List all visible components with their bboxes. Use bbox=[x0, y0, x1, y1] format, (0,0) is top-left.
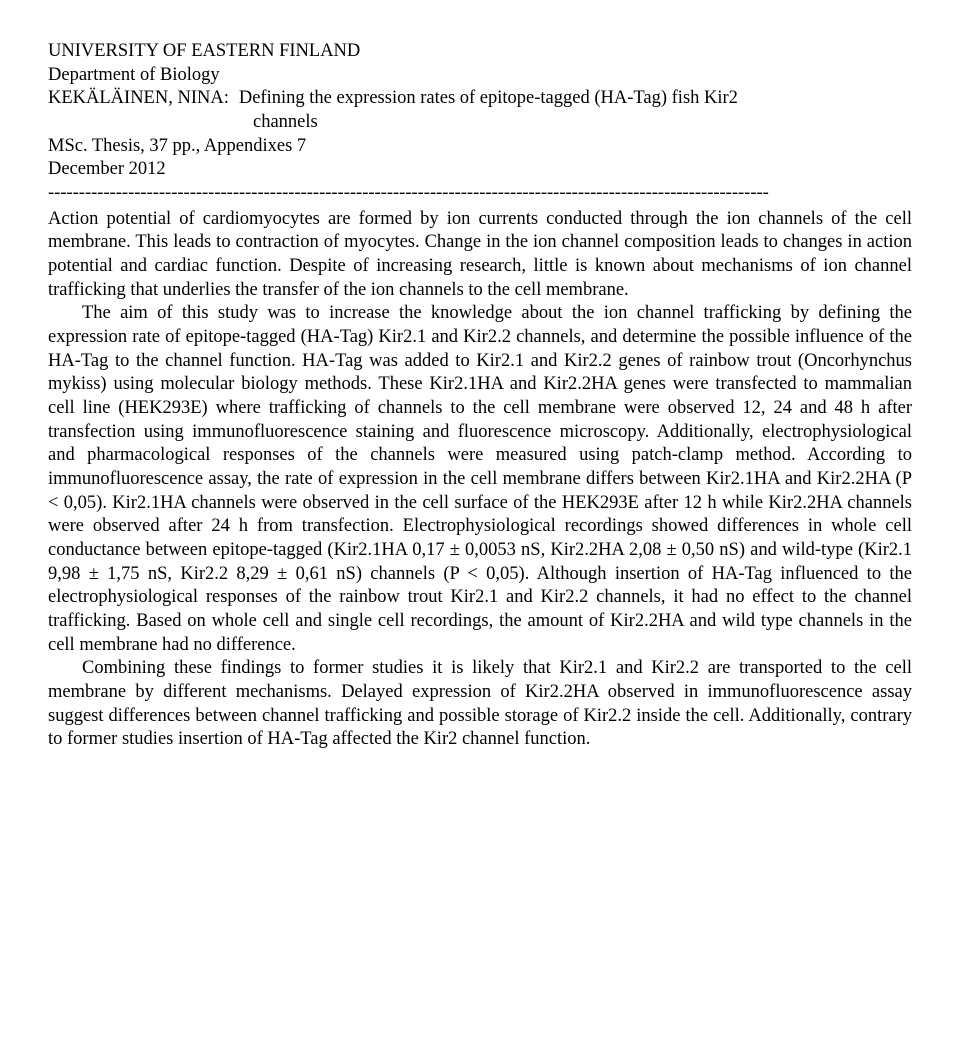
thesis-date: December 2012 bbox=[48, 158, 912, 182]
thesis-info: MSc. Thesis, 37 pp., Appendixes 7 bbox=[48, 135, 912, 159]
author-title-line: KEKÄLÄINEN, NINA: Defining the expressio… bbox=[48, 87, 912, 111]
department-name: Department of Biology bbox=[48, 64, 912, 88]
separator-dashes: ----------------------------------------… bbox=[48, 182, 912, 206]
thesis-title-part1: Defining the expression rates of epitope… bbox=[229, 87, 738, 111]
thesis-title-part2: channels bbox=[48, 111, 912, 135]
abstract-paragraph-1: Action potential of cardiomyocytes are f… bbox=[48, 208, 912, 303]
university-name: UNIVERSITY OF EASTERN FINLAND bbox=[48, 40, 912, 64]
abstract-paragraph-3: Combining these findings to former studi… bbox=[48, 657, 912, 752]
abstract-body: Action potential of cardiomyocytes are f… bbox=[48, 208, 912, 752]
abstract-paragraph-2: The aim of this study was to increase th… bbox=[48, 302, 912, 657]
author-name: KEKÄLÄINEN, NINA: bbox=[48, 87, 229, 111]
